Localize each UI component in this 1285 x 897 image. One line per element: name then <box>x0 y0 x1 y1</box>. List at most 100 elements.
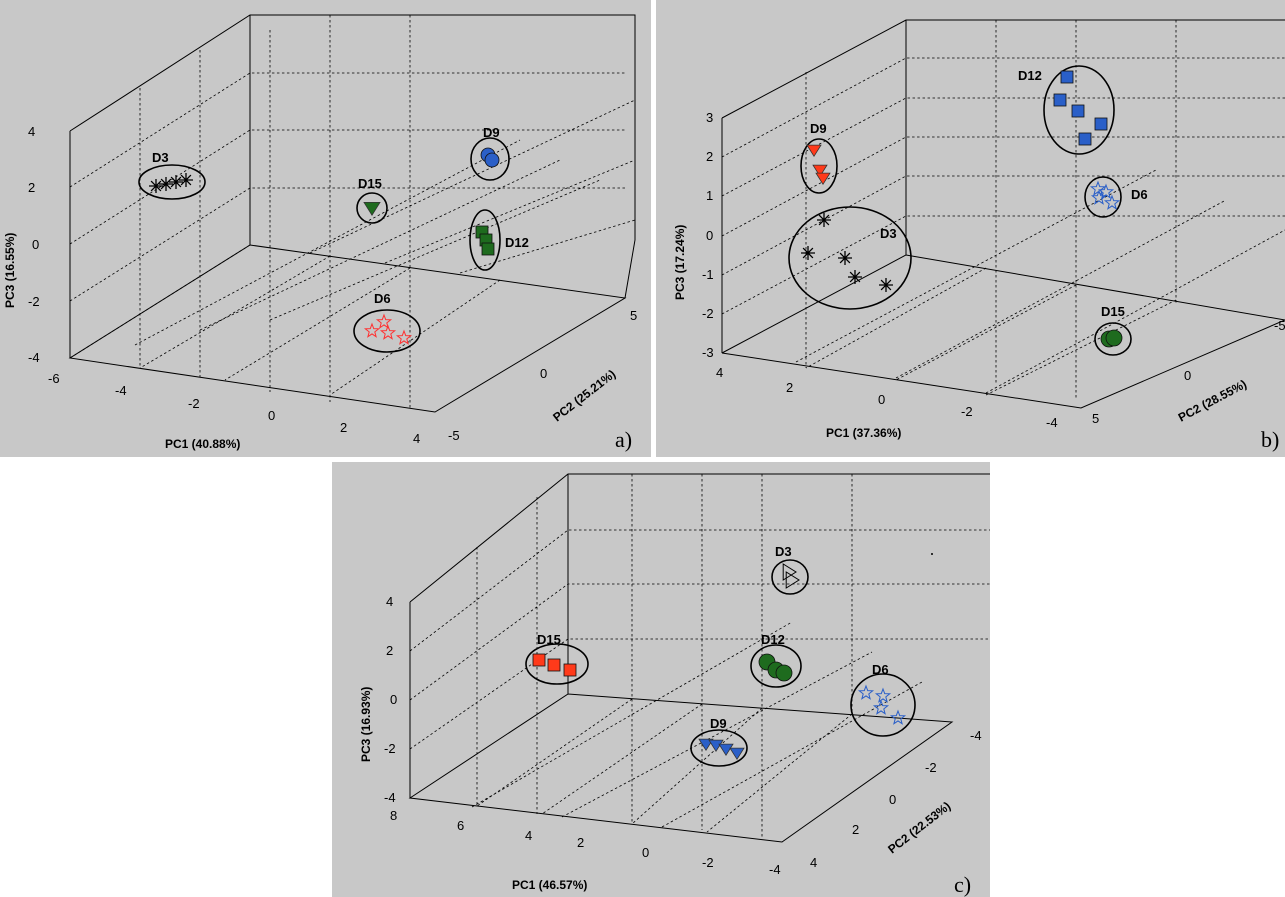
data-point <box>1103 194 1121 210</box>
cluster-d12: D12 <box>469 209 529 271</box>
data-point <box>179 173 193 187</box>
axes-box-a <box>68 14 636 413</box>
z-axis-label: PC3 (16.55%) <box>3 233 17 308</box>
cluster-label: D3 <box>152 150 169 165</box>
z-tick: 0 <box>32 237 39 252</box>
cluster-ellipse <box>138 164 206 200</box>
cluster-label: D15 <box>1101 304 1125 319</box>
panel-label: a) <box>615 427 632 452</box>
x-tick: -4 <box>1046 415 1058 430</box>
y-tick: -5 <box>448 428 460 443</box>
data-point <box>363 322 381 338</box>
data-point <box>169 175 183 189</box>
x-tick: 4 <box>413 431 420 446</box>
cluster-label: D9 <box>483 125 500 140</box>
data-point <box>1097 183 1115 199</box>
data-point <box>1105 329 1123 347</box>
data-point <box>708 739 724 753</box>
x-axis-label: PC1 (37.36%) <box>826 426 901 440</box>
x-tick: 4 <box>716 365 723 380</box>
data-point <box>563 663 577 677</box>
chart-panel-a: 4 2 0 -2 -4 -6 -4 -2 0 2 4 -5 0 5 PC1 (4… <box>0 0 651 457</box>
z-tick-labels-c: 4 2 0 -2 -4 <box>384 594 397 805</box>
cluster-ellipse <box>470 137 510 181</box>
cluster-label: D15 <box>537 632 561 647</box>
data-point <box>801 246 815 260</box>
y-tick: 4 <box>810 855 817 870</box>
grid-a <box>69 15 636 410</box>
pca-plot-a: 4 2 0 -2 -4 -6 -4 -2 0 2 4 -5 0 5 PC1 (4… <box>3 14 637 452</box>
cluster-ellipse <box>690 729 748 767</box>
x-tick: 0 <box>268 408 275 423</box>
cluster-label: D6 <box>1131 187 1148 202</box>
data-point <box>1089 180 1107 196</box>
cluster-d12: D12 <box>1018 65 1115 155</box>
cluster-label: D12 <box>761 632 785 647</box>
cluster-label: D12 <box>1018 68 1042 83</box>
grid-c <box>409 474 990 838</box>
y-tick: 5 <box>1092 411 1099 426</box>
cluster-d6: D6 <box>1084 176 1148 218</box>
z-axis-label: PC3 (17.24%) <box>673 225 687 300</box>
grid-b <box>721 20 1285 400</box>
y-tick: -4 <box>970 728 982 743</box>
cluster-ellipse <box>800 138 838 194</box>
y-tick: 2 <box>852 822 859 837</box>
x-axis-label: PC1 (46.57%) <box>512 878 587 892</box>
clusters-c: D3 D15 D12 D6 D9 <box>525 544 916 767</box>
x-tick: 0 <box>878 392 885 407</box>
data-point <box>159 177 173 191</box>
x-tick: -4 <box>769 862 781 877</box>
data-point <box>785 571 800 589</box>
data-point <box>889 709 907 725</box>
cluster-d15: D15 <box>1094 304 1132 356</box>
x-tick: 6 <box>457 818 464 833</box>
data-point <box>879 278 893 292</box>
data-point <box>1094 117 1108 131</box>
y-tick: -2 <box>925 760 937 775</box>
z-tick-labels-a: 4 2 0 -2 -4 <box>28 124 40 365</box>
cluster-d3: D3 <box>138 150 206 200</box>
cluster-label: D3 <box>775 544 792 559</box>
cluster-d9: D9 <box>690 716 748 767</box>
x-tick: -2 <box>961 404 973 419</box>
cluster-ellipse <box>469 209 501 271</box>
z-tick-labels-b: 3 2 1 0 -1 -2 -3 <box>702 110 714 360</box>
cluster-label: D9 <box>710 716 727 731</box>
x-tick: 8 <box>390 808 397 823</box>
data-point <box>532 653 546 667</box>
clusters-b: D12 D9 D3 D6 D15 <box>788 65 1148 356</box>
data-point <box>363 201 381 216</box>
z-tick: 0 <box>390 692 397 707</box>
data-point <box>857 684 875 700</box>
z-tick: 1 <box>706 188 713 203</box>
data-point <box>698 738 714 752</box>
chart-panel-b: 3 2 1 0 -1 -2 -3 4 2 0 -2 -4 5 0 -5 PC1 … <box>656 0 1285 457</box>
y-tick: 5 <box>630 308 637 323</box>
data-point <box>1060 70 1074 84</box>
data-point <box>874 687 892 703</box>
z-tick: 2 <box>706 149 713 164</box>
cluster-d15: D15 <box>356 176 388 224</box>
data-point <box>775 664 793 682</box>
z-tick: -3 <box>702 345 714 360</box>
panel-label: b) <box>1261 427 1279 452</box>
x-tick: 0 <box>642 845 649 860</box>
y-axis-label: PC2 (25.21%) <box>550 367 618 424</box>
cluster-ellipse <box>1094 322 1132 356</box>
x-tick: 4 <box>525 828 532 843</box>
x-axis-label: PC1 (40.88%) <box>165 437 240 451</box>
y-tick: 0 <box>889 792 896 807</box>
data-point <box>484 152 500 168</box>
cluster-label: D3 <box>880 226 897 241</box>
x-tick-labels-a: -6 -4 -2 0 2 4 <box>48 371 420 446</box>
cluster-ellipse <box>1084 176 1122 218</box>
z-tick: -2 <box>28 294 40 309</box>
cluster-ellipse <box>750 644 802 688</box>
y-tick: 0 <box>540 366 547 381</box>
cluster-label: D9 <box>810 121 827 136</box>
z-tick: 3 <box>706 110 713 125</box>
data-point <box>1053 93 1067 107</box>
pca-plot-c: 4 2 0 -2 -4 8 6 4 2 0 -2 -4 -4 -2 0 2 4 … <box>359 473 990 897</box>
cluster-d3: D3 <box>771 544 809 595</box>
